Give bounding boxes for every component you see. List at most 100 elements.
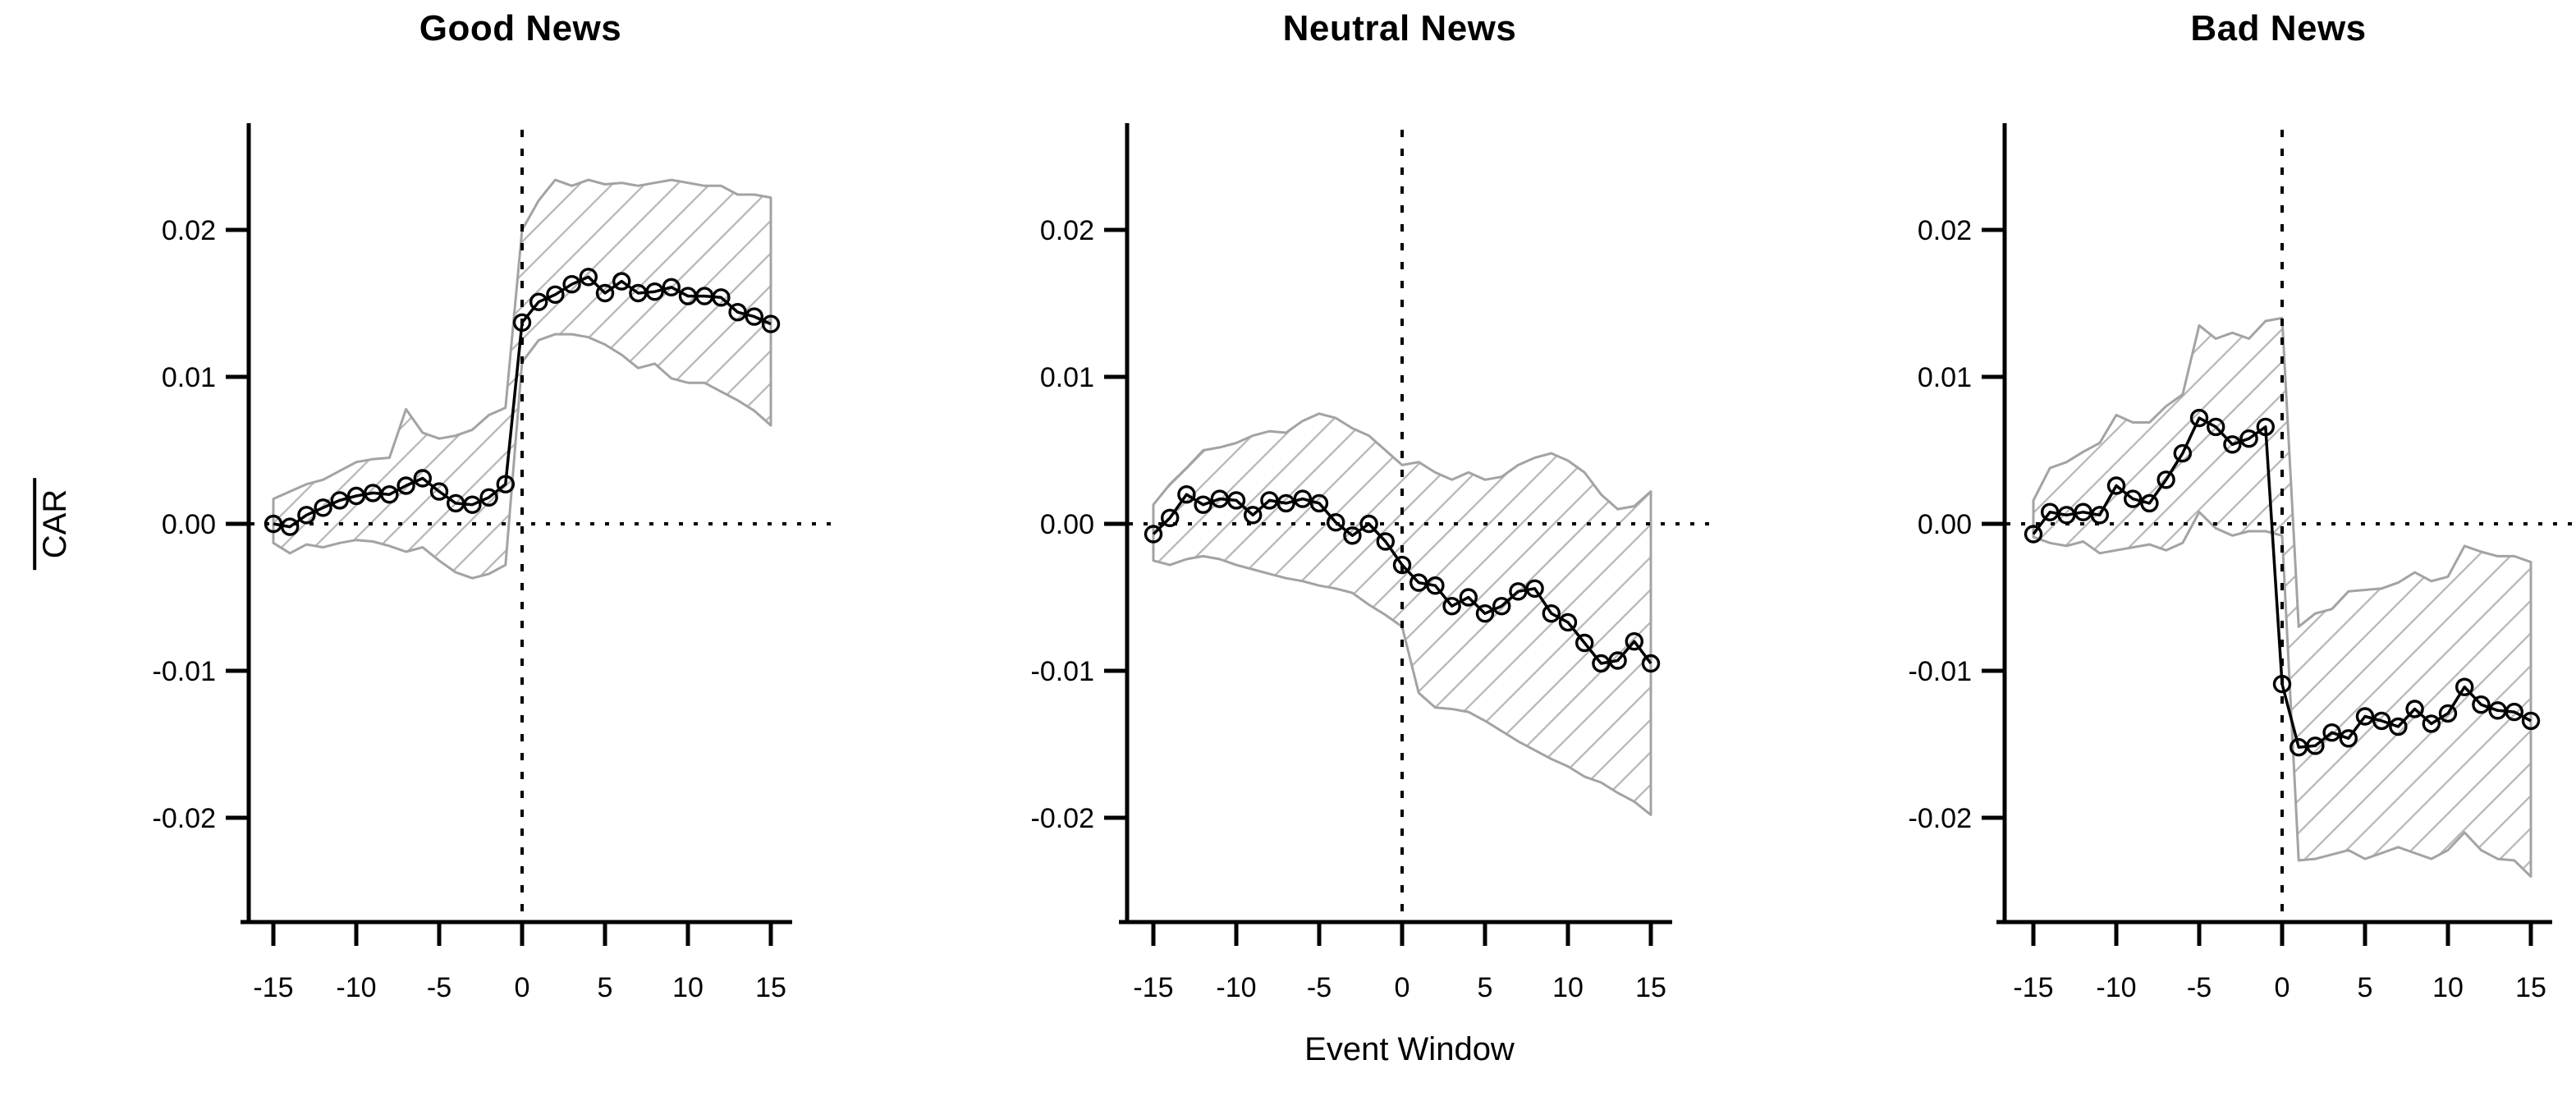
confidence-band bbox=[1152, 412, 1652, 816]
data-point-marker bbox=[546, 285, 565, 304]
data-point-marker bbox=[1475, 604, 1495, 623]
data-point-marker bbox=[2505, 702, 2523, 722]
data-point-marker bbox=[1277, 493, 1295, 513]
data-point-marker bbox=[2090, 506, 2109, 525]
data-point-marker bbox=[1343, 526, 1362, 545]
y-tick-label: -0.02 bbox=[153, 803, 217, 834]
y-tick-label: -0.02 bbox=[1031, 803, 1095, 834]
data-point-marker bbox=[2272, 674, 2292, 694]
data-point-marker bbox=[2521, 711, 2541, 731]
data-point-marker bbox=[396, 476, 415, 495]
data-point-marker bbox=[1309, 493, 1329, 513]
x-tick-label: 10 bbox=[1552, 972, 1584, 1003]
data-point-marker bbox=[595, 283, 615, 303]
data-point-marker bbox=[662, 278, 681, 296]
data-point-marker bbox=[314, 498, 332, 517]
y-tick-label: 0.02 bbox=[1040, 215, 1094, 246]
data-point-marker bbox=[1608, 651, 1627, 670]
data-point-marker bbox=[2024, 525, 2043, 544]
data-point-marker bbox=[2057, 506, 2076, 525]
data-point-marker bbox=[2239, 429, 2258, 448]
x-tick-label: -10 bbox=[2096, 972, 2136, 1003]
data-point-marker bbox=[1161, 508, 1180, 527]
neutral-news-chart: -15 -10 -5 0 5 10 15 0.02 0.01 0.00 -0.01 -0.02 bbox=[1031, 123, 1713, 1003]
data-point-marker bbox=[1177, 485, 1196, 504]
data-point-marker bbox=[2074, 502, 2092, 521]
data-point-marker bbox=[429, 482, 449, 501]
data-point-marker bbox=[1492, 597, 1511, 616]
car-series bbox=[1144, 485, 1661, 673]
data-point-marker bbox=[2472, 695, 2491, 714]
data-point-marker bbox=[2157, 470, 2175, 489]
x-tick-label: 0 bbox=[1395, 972, 1410, 1003]
x-tick-label: -5 bbox=[2187, 972, 2212, 1003]
data-point-marker bbox=[2389, 717, 2408, 736]
data-point-marker bbox=[2422, 714, 2441, 733]
data-point-marker bbox=[562, 275, 581, 294]
confidence-band bbox=[272, 178, 772, 580]
data-point-marker bbox=[346, 486, 366, 506]
x-tick-label: -15 bbox=[1133, 972, 1173, 1003]
x-tick-label: 0 bbox=[515, 972, 530, 1003]
x-tick-label: 5 bbox=[2358, 972, 2373, 1003]
x-axis-label: Event Window bbox=[1304, 1031, 1515, 1067]
data-point-marker bbox=[2405, 700, 2424, 718]
data-point-marker bbox=[2207, 417, 2225, 437]
x-tick-label: -5 bbox=[1307, 972, 1332, 1003]
data-point-marker bbox=[330, 491, 349, 510]
data-point-marker bbox=[1376, 532, 1395, 551]
y-tick-label: -0.01 bbox=[1031, 656, 1095, 687]
x-tick-label: 5 bbox=[1478, 972, 1493, 1003]
y-tick-label: -0.01 bbox=[1909, 656, 1973, 687]
car-series bbox=[264, 268, 781, 536]
data-point-marker bbox=[2173, 443, 2192, 463]
y-tick-label: 0.02 bbox=[162, 215, 216, 246]
data-point-marker bbox=[728, 303, 747, 322]
x-tick-label: 10 bbox=[2432, 972, 2464, 1003]
data-point-marker bbox=[297, 506, 316, 525]
data-point-marker bbox=[2189, 408, 2209, 428]
data-point-marker bbox=[2140, 493, 2159, 513]
x-tick-label: 15 bbox=[755, 972, 786, 1003]
data-point-marker bbox=[496, 475, 515, 493]
confidence-band bbox=[2032, 316, 2532, 879]
data-point-marker bbox=[512, 313, 532, 332]
bad-news-chart: -15 -10 -5 0 5 10 15 0.02 0.01 0.00 -0.01 -0.02 bbox=[1909, 123, 2576, 1003]
axes: -15 -10 -5 0 5 10 15 0.02 0.01 0.00 -0.01 -0.02 bbox=[1031, 123, 1672, 1003]
data-point-marker bbox=[1144, 525, 1163, 544]
y-tick-label: -0.02 bbox=[1909, 803, 1973, 834]
data-point-marker bbox=[463, 495, 482, 514]
data-point-marker bbox=[1641, 654, 1661, 673]
y-tick-label: 0.02 bbox=[1918, 215, 1972, 246]
y-tick-label: 0.00 bbox=[1040, 509, 1094, 540]
x-tick-label: 15 bbox=[1635, 972, 1666, 1003]
data-point-marker bbox=[380, 485, 399, 504]
y-tick-label: -0.01 bbox=[153, 656, 217, 687]
y-tick-label: 0.00 bbox=[1918, 509, 1972, 540]
data-point-marker bbox=[2041, 502, 2060, 521]
data-point-marker bbox=[579, 268, 598, 287]
data-point-marker bbox=[1194, 495, 1212, 514]
data-point-marker bbox=[1293, 489, 1312, 508]
x-tick-label: -15 bbox=[253, 972, 293, 1003]
data-point-marker bbox=[2106, 476, 2126, 495]
x-tick-label: 15 bbox=[2515, 972, 2546, 1003]
data-point-marker bbox=[2455, 677, 2474, 696]
x-tick-label: -15 bbox=[2013, 972, 2053, 1003]
data-point-marker bbox=[1558, 613, 1578, 632]
y-tick-label: 0.00 bbox=[162, 509, 216, 540]
x-tick-label: -10 bbox=[1216, 972, 1256, 1003]
axes: -15 -10 -5 0 5 10 15 0.02 0.01 0.00 -0.01 -0.02 bbox=[153, 123, 792, 1003]
good-news-chart: -15 -10 -5 0 5 10 15 0.02 0.01 0.00 -0.01 -0.02 bbox=[153, 123, 833, 1003]
data-point-marker bbox=[2438, 704, 2458, 723]
data-point-marker bbox=[1509, 582, 1528, 601]
panel-title-neutral-news: Neutral News bbox=[1282, 8, 1517, 48]
data-point-marker bbox=[2306, 736, 2325, 755]
data-point-marker bbox=[2339, 729, 2358, 748]
data-point-marker bbox=[1260, 491, 1279, 510]
x-tick-label: -5 bbox=[427, 972, 451, 1003]
data-point-marker bbox=[1226, 491, 1246, 510]
data-point-marker bbox=[413, 469, 432, 488]
reference-lines bbox=[2006, 130, 2576, 921]
